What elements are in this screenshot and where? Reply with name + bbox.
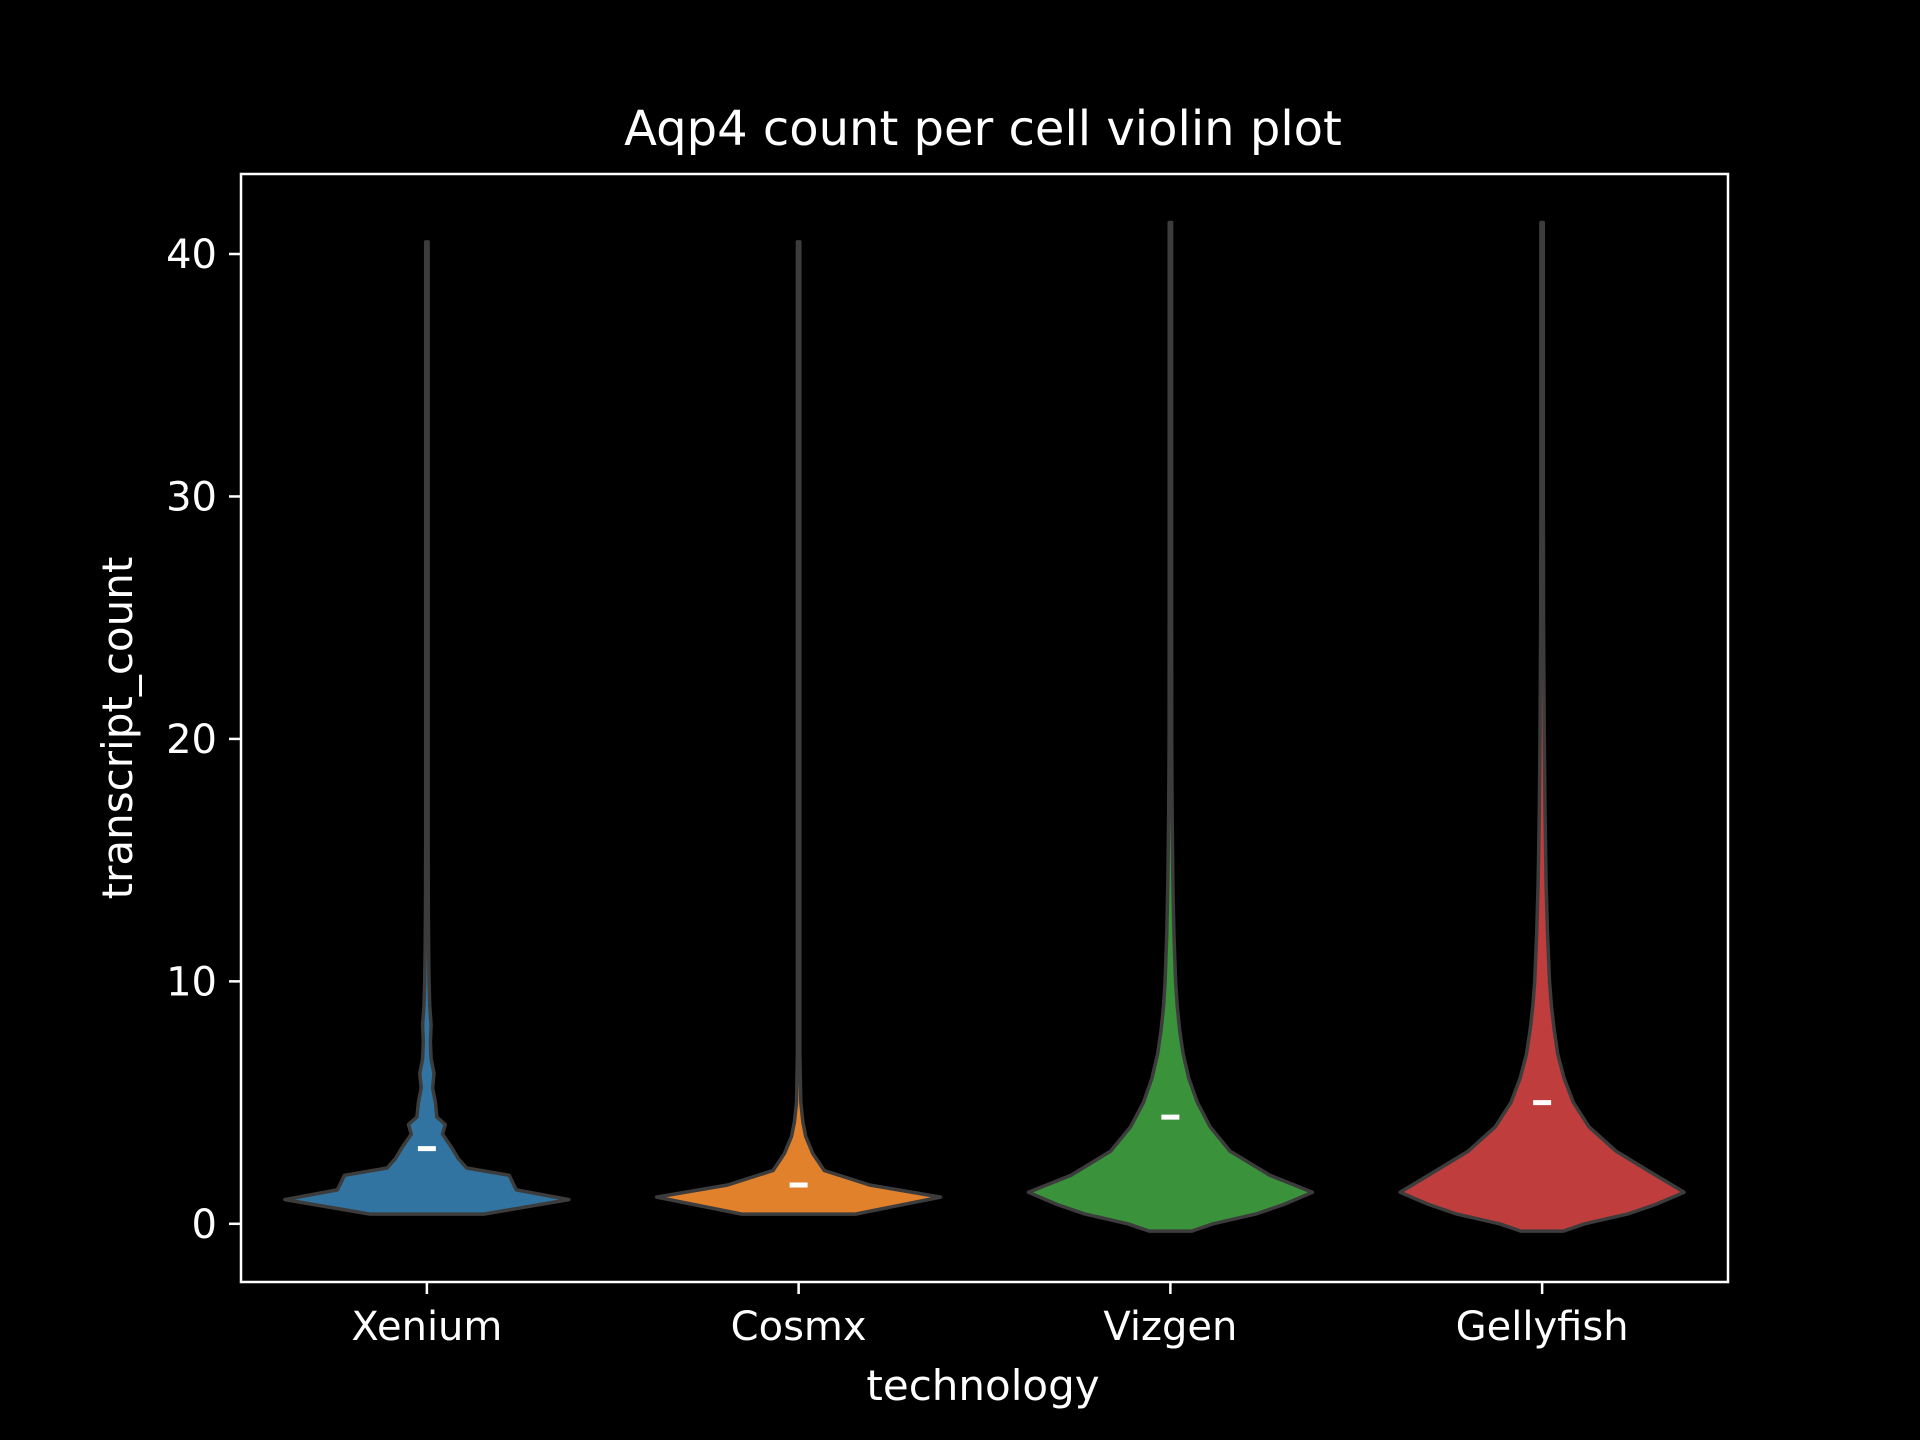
violin-cosmx bbox=[654, 240, 943, 1216]
chart-title: Aqp4 count per cell violin plot bbox=[624, 101, 1342, 157]
x-tick-label: Gellyfish bbox=[1456, 1304, 1629, 1350]
axes-group: 0 10 20 30 40 Xenium Cosmx Vizgen Gellyfish bbox=[166, 232, 1628, 1350]
violin-gellyfish bbox=[1398, 220, 1686, 1233]
y-axis-title: transcript_count bbox=[93, 557, 142, 900]
violin-xenium bbox=[283, 240, 571, 1216]
y-tick-label: 40 bbox=[166, 232, 217, 278]
y-tick-label: 30 bbox=[166, 474, 217, 520]
x-axis-title: technology bbox=[866, 1361, 1099, 1410]
violin-group bbox=[283, 220, 1686, 1233]
y-tick-label: 10 bbox=[166, 959, 217, 1005]
x-tick-label: Cosmx bbox=[731, 1304, 867, 1350]
x-tick-label: Vizgen bbox=[1103, 1304, 1237, 1350]
x-tick-label: Xenium bbox=[351, 1304, 502, 1350]
violin-vizgen bbox=[1026, 220, 1315, 1233]
plot-frame bbox=[239, 172, 1730, 1284]
y-tick-label: 0 bbox=[192, 1202, 217, 1248]
y-tick-label: 20 bbox=[166, 717, 217, 763]
